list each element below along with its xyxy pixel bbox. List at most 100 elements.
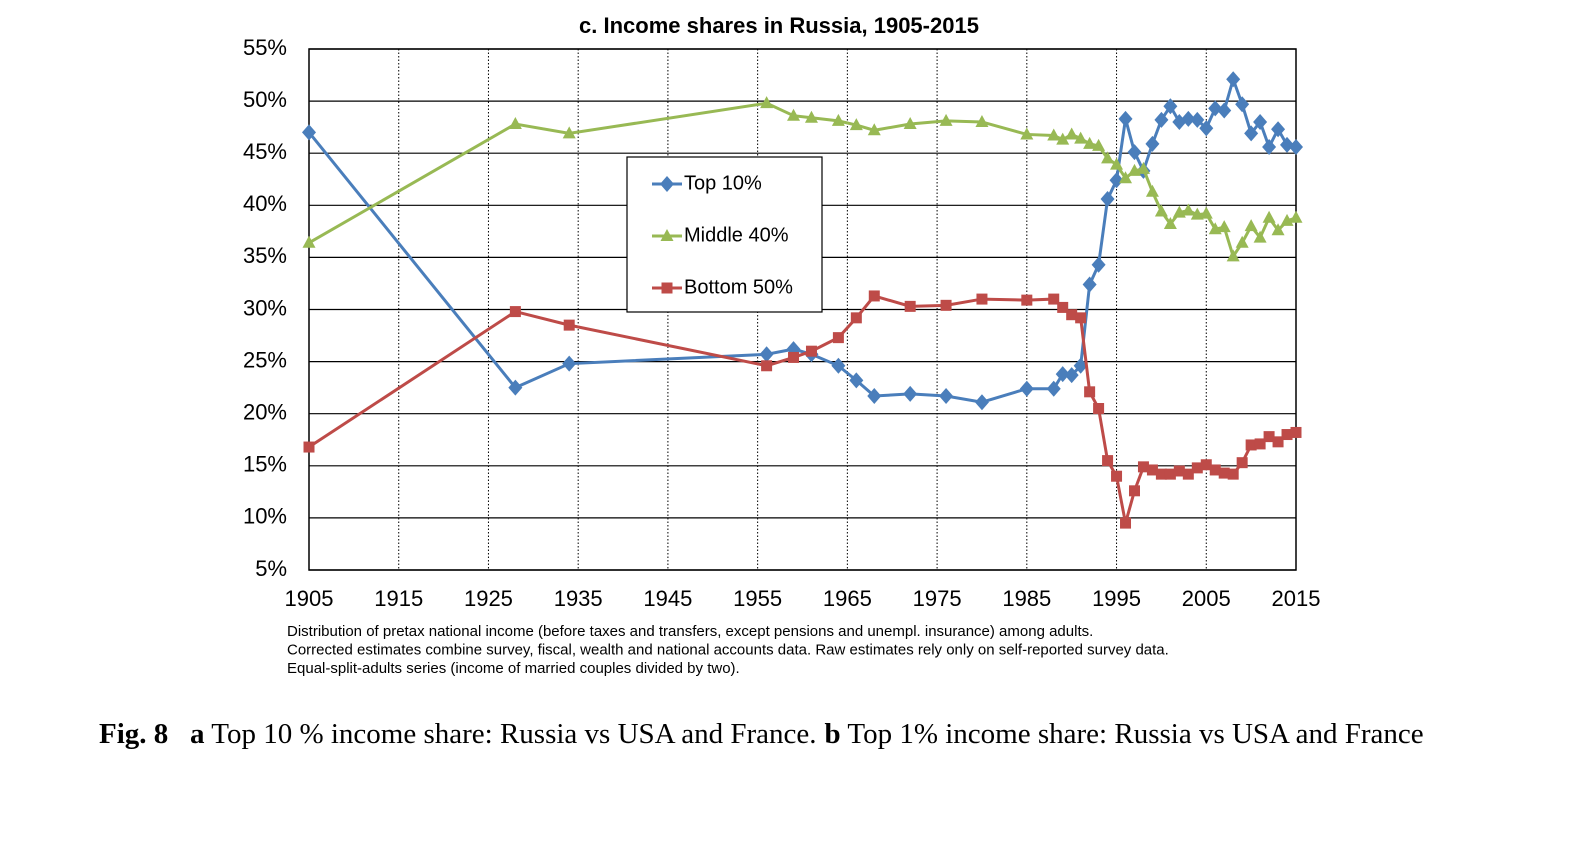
- marker: [759, 346, 774, 363]
- marker: [787, 108, 801, 121]
- marker: [1208, 100, 1223, 117]
- marker: [1254, 438, 1266, 450]
- marker: [1093, 402, 1105, 414]
- marker: [903, 117, 917, 130]
- marker: [868, 290, 880, 302]
- marker: [508, 379, 523, 396]
- marker: [1083, 136, 1097, 149]
- marker: [1290, 426, 1302, 438]
- marker: [1163, 98, 1178, 115]
- marker: [1127, 144, 1142, 161]
- marker: [509, 306, 521, 318]
- marker: [1191, 462, 1203, 474]
- marker: [1181, 110, 1196, 127]
- marker: [788, 351, 800, 363]
- marker: [1253, 230, 1267, 243]
- marker: [1280, 136, 1295, 153]
- marker: [1065, 127, 1079, 140]
- marker: [1244, 125, 1259, 142]
- marker: [832, 332, 844, 344]
- marker: [660, 176, 674, 192]
- marker: [1226, 71, 1241, 88]
- marker: [1102, 455, 1114, 467]
- y-tick-label: 35%: [243, 243, 287, 268]
- y-tick-label: 45%: [243, 139, 287, 164]
- x-tick-label: 2015: [1272, 586, 1321, 611]
- marker: [867, 387, 882, 404]
- marker: [1253, 113, 1268, 130]
- marker: [1289, 210, 1303, 223]
- marker: [1199, 206, 1213, 219]
- marker: [1048, 293, 1060, 305]
- figure-caption: Fig. 8 a Top 10 % income share: Russia v…: [99, 716, 1479, 752]
- marker: [1092, 138, 1106, 151]
- marker: [939, 113, 953, 126]
- marker: [850, 312, 862, 324]
- marker: [831, 357, 846, 374]
- marker: [831, 113, 845, 126]
- marker: [1244, 219, 1258, 232]
- caption-label: Fig. 8: [99, 718, 169, 750]
- marker: [976, 293, 988, 305]
- legend-label: Top 10%: [684, 172, 762, 194]
- x-tick-label: 1915: [374, 586, 423, 611]
- marker: [1262, 210, 1276, 223]
- y-tick-label: 10%: [243, 504, 287, 529]
- marker: [904, 300, 916, 312]
- marker: [1271, 223, 1285, 236]
- chart-note: Corrected estimates combine survey, fisc…: [287, 641, 1169, 658]
- marker: [1019, 380, 1034, 397]
- marker: [1021, 294, 1033, 306]
- y-tick-label: 25%: [243, 347, 287, 372]
- x-tick-label: 1975: [913, 586, 962, 611]
- marker: [1055, 366, 1070, 383]
- marker: [1100, 191, 1115, 208]
- marker: [1280, 213, 1294, 226]
- marker: [1020, 127, 1034, 140]
- marker: [1245, 439, 1257, 451]
- y-tick-label: 40%: [243, 191, 287, 216]
- marker: [1199, 120, 1214, 137]
- marker: [849, 118, 863, 131]
- marker: [849, 372, 864, 389]
- marker: [1154, 111, 1169, 128]
- marker: [1073, 357, 1088, 374]
- chart: c. Income shares in Russia, 1905-2015 5%…: [243, 13, 1321, 677]
- x-tick-label: 1905: [285, 586, 334, 611]
- marker: [1181, 203, 1195, 216]
- x-tick-label: 1965: [823, 586, 872, 611]
- y-tick-label: 20%: [243, 400, 287, 425]
- marker: [1271, 121, 1286, 138]
- x-tick-label: 2005: [1182, 586, 1231, 611]
- marker: [1091, 256, 1106, 273]
- marker: [1136, 161, 1150, 174]
- marker: [1119, 171, 1133, 184]
- marker: [1209, 464, 1221, 476]
- marker: [660, 229, 674, 241]
- marker: [1118, 110, 1133, 127]
- marker: [1262, 138, 1277, 155]
- marker: [302, 235, 316, 248]
- y-tick-label: 5%: [255, 556, 287, 581]
- marker: [1281, 429, 1293, 441]
- marker: [1155, 468, 1167, 480]
- x-tick-label: 1925: [464, 586, 513, 611]
- y-tick-label: 50%: [243, 87, 287, 112]
- marker: [1145, 184, 1159, 197]
- marker: [1164, 468, 1176, 480]
- caption-part: a: [190, 718, 205, 750]
- marker: [1137, 461, 1149, 473]
- marker: [1082, 276, 1097, 293]
- caption-part: b: [824, 718, 841, 750]
- plot-frame: [308, 48, 1297, 571]
- marker: [1111, 470, 1123, 482]
- y-tick-label: 55%: [243, 35, 287, 60]
- chart-note: Equal-split-adults series (income of mar…: [287, 660, 740, 677]
- marker: [1101, 151, 1115, 164]
- marker: [1263, 431, 1275, 443]
- y-tick-label: 30%: [243, 295, 287, 320]
- marker: [903, 385, 918, 402]
- x-tick-label: 1945: [643, 586, 692, 611]
- marker: [1057, 301, 1069, 313]
